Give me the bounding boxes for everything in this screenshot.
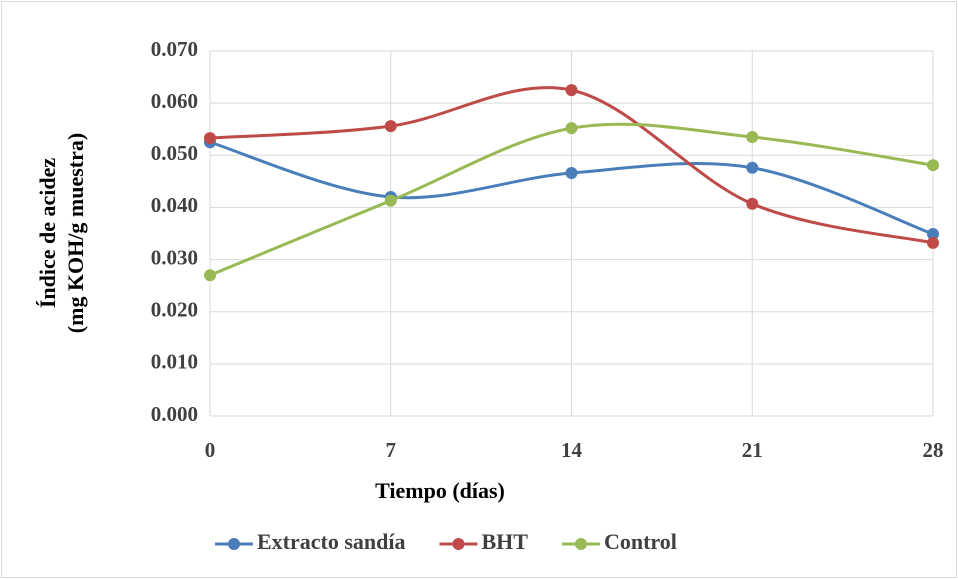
x-tick-label: 0 [205, 438, 216, 462]
legend-marker [452, 538, 465, 550]
legend-marker [574, 538, 587, 550]
x-tick-label: 28 [923, 438, 944, 462]
y-tick-label: 0.060 [151, 89, 198, 113]
y-tick-label: 0.030 [151, 245, 198, 269]
data-point [565, 84, 578, 97]
legend-label: Control [604, 529, 677, 554]
legend-marker [228, 538, 240, 550]
legend-label: Extracto sandía [257, 529, 406, 554]
y-axis-title-line: Índice de acidez [35, 158, 60, 309]
y-tick-label: 0.020 [151, 298, 198, 322]
data-point [204, 269, 216, 282]
data-point [384, 194, 397, 207]
y-axis-title-line: (mg KOH/g muestra) [63, 133, 88, 333]
data-point [746, 197, 759, 210]
x-axis-title: Tiempo (días) [375, 478, 505, 503]
data-point [746, 161, 759, 174]
data-point [746, 131, 759, 144]
data-point [927, 228, 939, 241]
y-tick-label: 0.010 [151, 350, 198, 374]
y-axis-title: Índice de acidez (mg KOH/g muestra) [35, 133, 88, 333]
y-tick-label: 0.050 [151, 141, 198, 165]
data-point [927, 236, 939, 249]
y-tick-label: 0.070 [151, 37, 198, 61]
legend-label: BHT [482, 529, 529, 554]
data-point [204, 132, 216, 145]
data-point [384, 120, 397, 133]
data-point [565, 122, 578, 135]
x-tick-label: 7 [386, 438, 397, 462]
data-point [565, 167, 578, 180]
x-tick-label: 14 [561, 438, 583, 462]
y-tick-label: 0.040 [151, 193, 198, 217]
y-tick-label: 0.000 [151, 402, 198, 426]
data-point [927, 159, 939, 172]
x-tick-label: 21 [742, 438, 763, 462]
